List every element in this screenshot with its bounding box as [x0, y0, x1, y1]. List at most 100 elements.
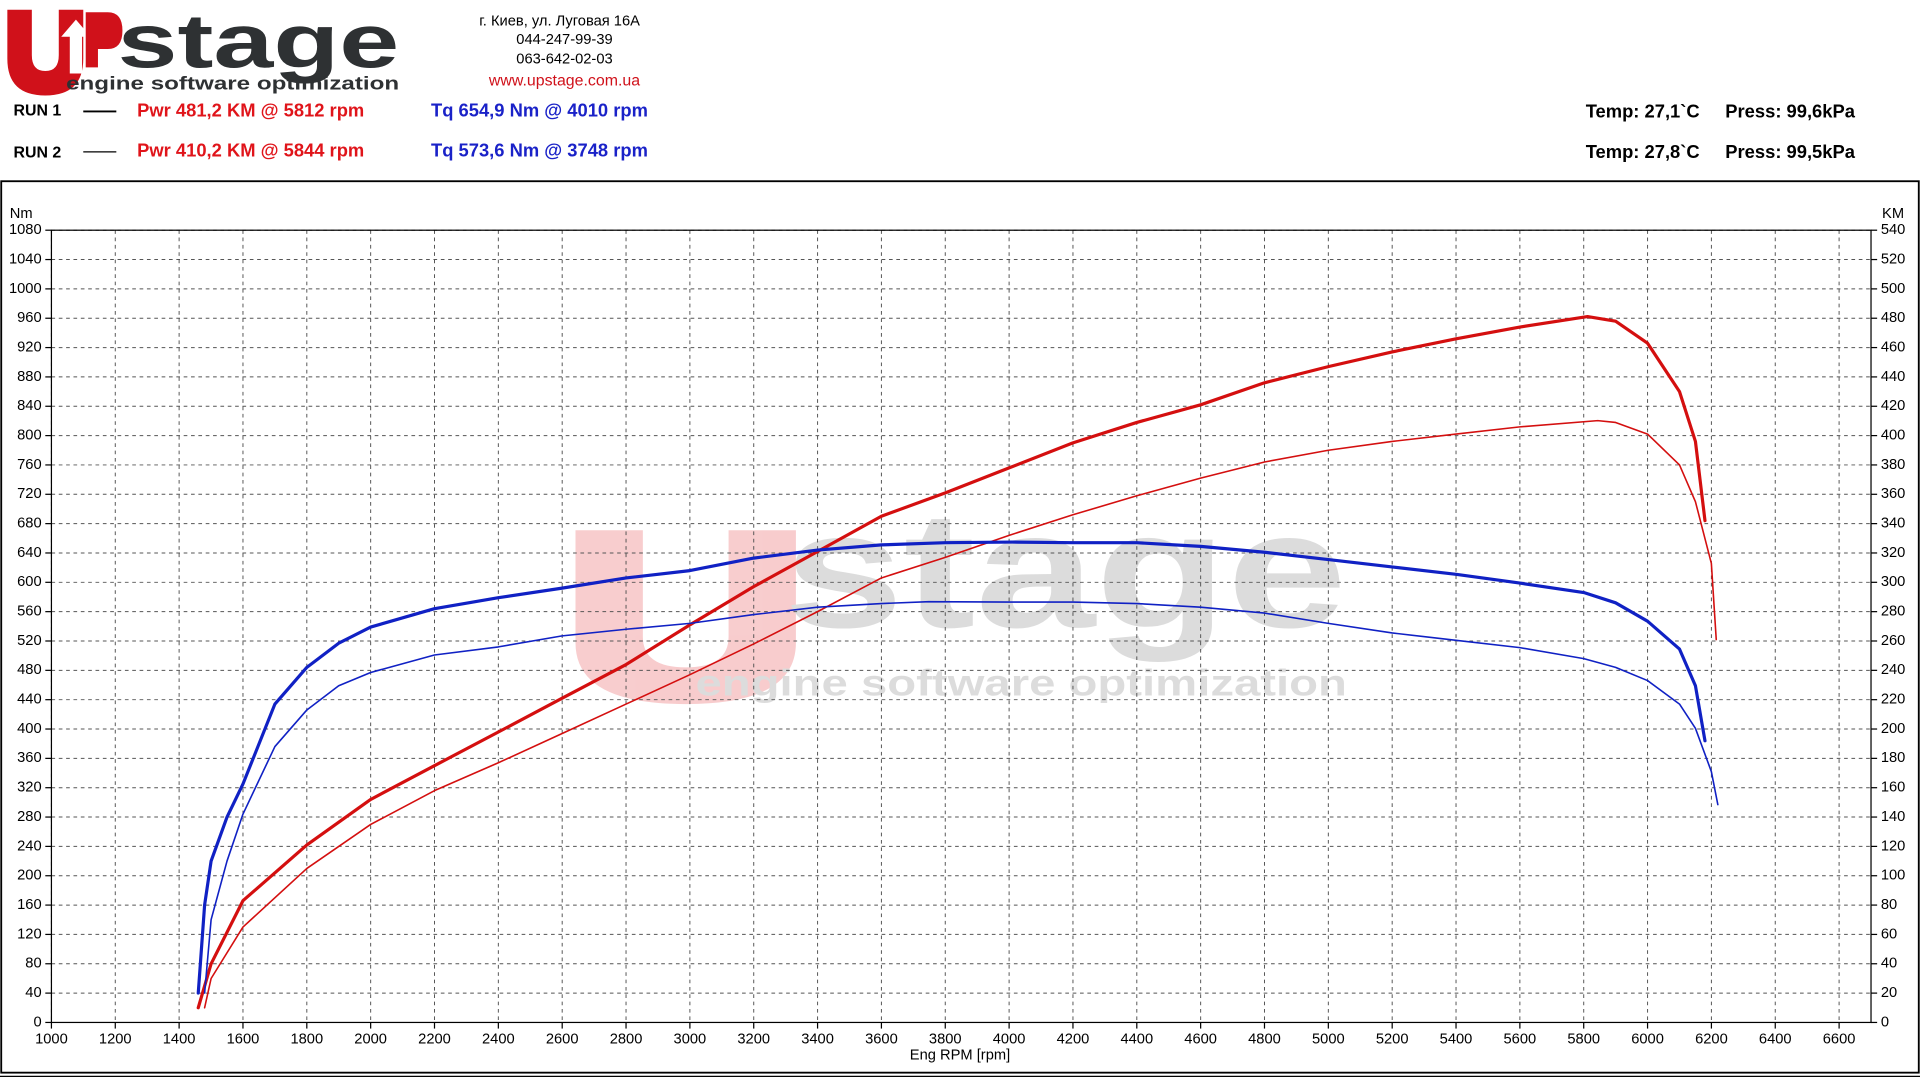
x-tick-label: 5000: [1312, 1031, 1345, 1047]
run-press: Press: 99,6kPa: [1725, 100, 1855, 121]
curve: [203, 419, 1718, 1009]
x-tick-label: 4400: [1120, 1031, 1153, 1047]
y2-tick-label: 340: [1881, 516, 1906, 532]
y-tick-label: 920: [17, 339, 42, 355]
logo-p: [85, 12, 123, 68]
y2-tick-label: 20: [1881, 985, 1897, 1001]
watermark-tagline: engine software optimization: [696, 663, 1347, 704]
run-power: Pwr 481,2 KM @ 5812 rpm: [137, 99, 364, 120]
x-tick-label: 4600: [1184, 1031, 1217, 1047]
y2-tick-label: 120: [1881, 838, 1906, 854]
logo: stage engine software optimization: [7, 0, 399, 96]
x-tick-label: 2200: [418, 1031, 451, 1047]
x-tick-label: 3400: [801, 1031, 834, 1047]
x-tick-label: 5400: [1440, 1031, 1473, 1047]
y-tick-label: 480: [17, 662, 42, 678]
x-tick-label: 3600: [865, 1031, 898, 1047]
y2-tick-label: 100: [1881, 868, 1906, 884]
y-tick-label: 360: [17, 750, 42, 766]
y2-tick-label: 60: [1881, 926, 1897, 942]
x-tick-label: 1400: [163, 1031, 196, 1047]
y2-tick-label: 440: [1881, 369, 1906, 385]
x-tick-label: 2800: [610, 1031, 643, 1047]
x-tick-label: 4200: [1057, 1031, 1090, 1047]
chart-frame: [0, 180, 1920, 1074]
y2-tick-label: 220: [1881, 692, 1906, 708]
y-tick-label: 960: [17, 310, 42, 326]
y2-tick-label: 180: [1881, 750, 1906, 766]
y-tick-label: 440: [17, 692, 42, 708]
y-tick-label: 120: [17, 926, 42, 942]
y2-axis-label: KM: [1882, 206, 1904, 222]
x-tick-label: 6000: [1631, 1031, 1664, 1047]
y2-tick-label: 0: [1881, 1014, 1889, 1030]
x-tick-label: 4800: [1248, 1031, 1281, 1047]
y-tick-label: 800: [17, 427, 42, 443]
x-tick-label: 2000: [354, 1031, 387, 1047]
run-temp: Temp: 27,8`C: [1586, 141, 1700, 162]
x-axis-label: Eng RPM [rpm]: [910, 1047, 1010, 1063]
y-axis-label: Nm: [10, 206, 33, 222]
y-tick-label: 1080: [9, 222, 42, 238]
address-line: 063-642-02-03: [516, 52, 612, 68]
y2-tick-label: 300: [1881, 574, 1906, 590]
y-tick-label: 720: [17, 486, 42, 502]
y-tick-label: 560: [17, 604, 42, 620]
address-line: 044-247-99-39: [516, 32, 612, 48]
y2-tick-label: 480: [1881, 310, 1906, 326]
run-temp: Temp: 27,1`C: [1586, 100, 1700, 121]
y2-tick-label: 80: [1881, 897, 1897, 913]
y2-tick-label: 40: [1881, 956, 1897, 972]
y-tick-label: 320: [17, 780, 42, 796]
run-label: RUN 1: [13, 103, 61, 120]
y2-tick-label: 520: [1881, 251, 1906, 267]
x-tick-label: 3800: [929, 1031, 962, 1047]
x-tick-label: 6200: [1695, 1031, 1728, 1047]
curve: [203, 600, 1719, 994]
y-tick-label: 640: [17, 545, 42, 561]
y2-tick-label: 380: [1881, 457, 1906, 473]
y2-tick-label: 140: [1881, 809, 1906, 825]
x-tick-label: 1200: [99, 1031, 132, 1047]
logo-arrow: [61, 19, 91, 74]
watermark: stage engine software optimization: [575, 478, 1347, 705]
y-tick-label: 600: [17, 574, 42, 590]
address-line: г. Киев, ул. Луговая 16А: [479, 14, 640, 30]
y2-tick-label: 460: [1881, 339, 1906, 355]
x-tick-label: 3200: [737, 1031, 770, 1047]
x-tick-label: 1000: [35, 1031, 68, 1047]
logo-u: [7, 9, 84, 96]
y-tick-label: 200: [17, 868, 42, 884]
curve: [196, 540, 1707, 995]
y-tick-label: 0: [33, 1014, 41, 1030]
y-tick-label: 240: [17, 838, 42, 854]
y2-tick-label: 360: [1881, 486, 1906, 502]
x-tick-label: 4000: [993, 1031, 1026, 1047]
x-tick-label: 5800: [1567, 1031, 1600, 1047]
y-tick-label: 1000: [9, 281, 42, 297]
x-tick-label: 2600: [546, 1031, 579, 1047]
y2-tick-label: 240: [1881, 662, 1906, 678]
y-tick-label: 1040: [9, 251, 42, 267]
plot-border: [50, 229, 1872, 1024]
run-torque: Tq 573,6 Nm @ 3748 rpm: [431, 140, 648, 161]
y-tick-label: 400: [17, 721, 42, 737]
y2-tick-label: 320: [1881, 545, 1906, 561]
plot: 1000 1200 1400 1600 1800 2000 2200 2400 2600 2800…: [9, 222, 1905, 1047]
y2-tick-label: 160: [1881, 780, 1906, 796]
y2-tick-label: 540: [1881, 222, 1906, 238]
watermark-name: stage: [784, 478, 1347, 663]
run-label: RUN 2: [13, 144, 61, 161]
x-tick-label: 2400: [482, 1031, 515, 1047]
curve: [196, 314, 1707, 1010]
y2-tick-label: 420: [1881, 398, 1906, 414]
y-tick-label: 520: [17, 633, 42, 649]
y2-tick-label: 200: [1881, 721, 1906, 737]
x-tick-label: 5200: [1376, 1031, 1409, 1047]
logo-name: stage: [118, 0, 400, 84]
run-press: Press: 99,5kPa: [1725, 141, 1855, 162]
x-tick-label: 5600: [1504, 1031, 1537, 1047]
y2-tick-label: 280: [1881, 604, 1906, 620]
run-power: Pwr 410,2 KM @ 5844 rpm: [137, 140, 364, 161]
